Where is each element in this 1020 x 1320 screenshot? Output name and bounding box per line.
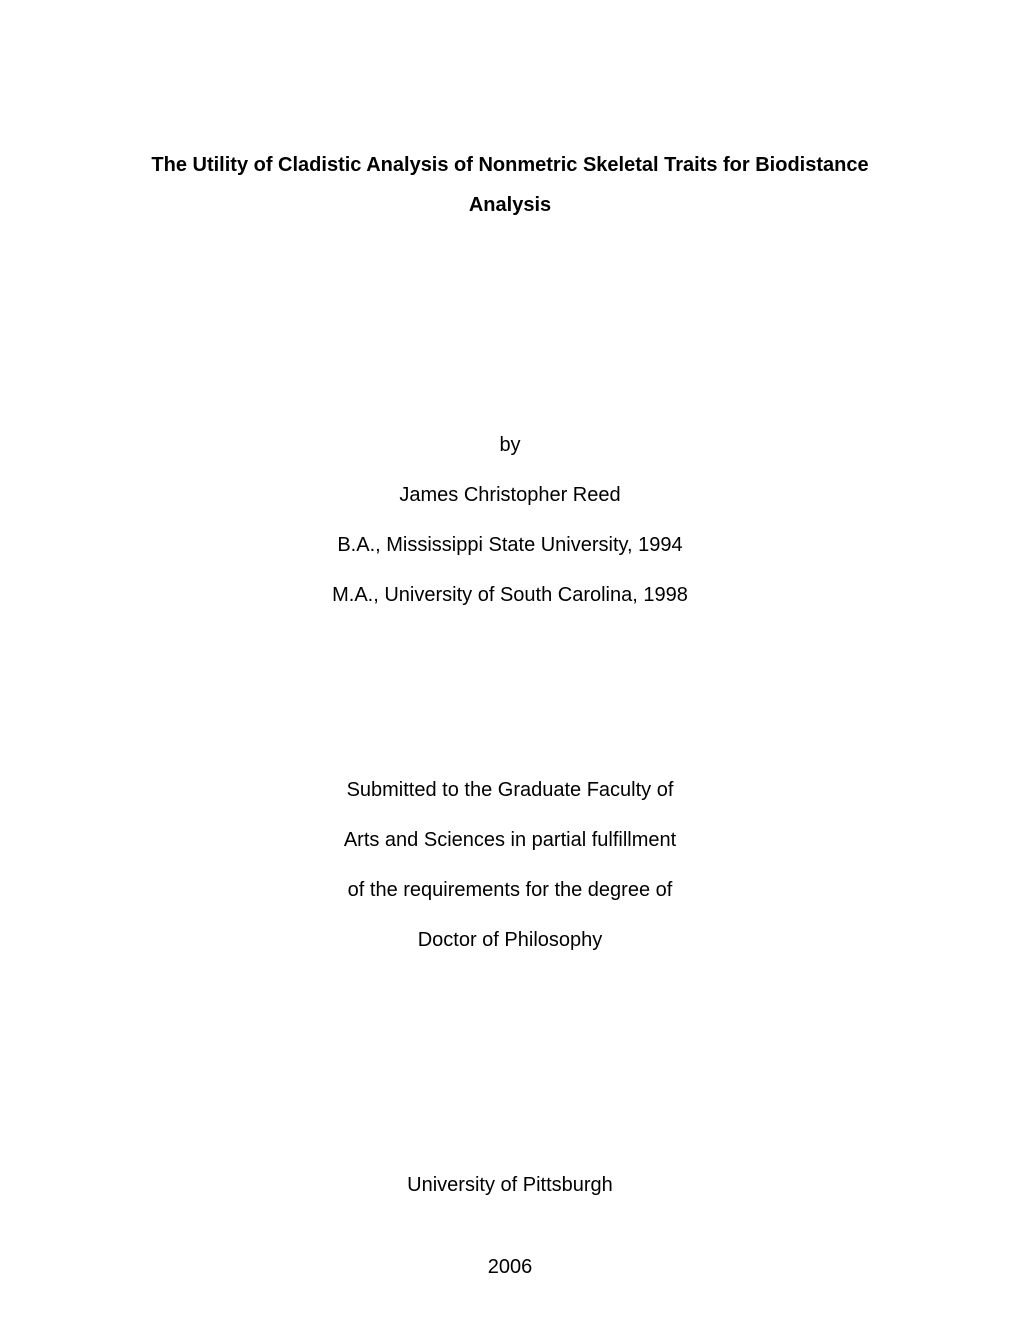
submission-line-4: Doctor of Philosophy	[125, 915, 895, 965]
title-block: The Utility of Cladistic Analysis of Non…	[125, 145, 895, 225]
title-line-1: The Utility of Cladistic Analysis of Non…	[125, 145, 895, 185]
degree-ba: B.A., Mississippi State University, 1994	[125, 520, 895, 570]
submission-line-2: Arts and Sciences in partial fulfillment	[125, 815, 895, 865]
degree-ma: M.A., University of South Carolina, 1998	[125, 570, 895, 620]
title-line-2: Analysis	[125, 185, 895, 225]
year-block: 2006	[125, 1256, 895, 1279]
submission-line-3: of the requirements for the degree of	[125, 865, 895, 915]
submission-block: Submitted to the Graduate Faculty of Art…	[125, 765, 895, 965]
title-page: The Utility of Cladistic Analysis of Non…	[0, 0, 1020, 1320]
author-name: James Christopher Reed	[125, 470, 895, 520]
university-block: University of Pittsburgh	[125, 1160, 895, 1210]
year: 2006	[125, 1256, 895, 1279]
author-block: by James Christopher Reed B.A., Mississi…	[125, 420, 895, 620]
university-name: University of Pittsburgh	[125, 1160, 895, 1210]
by-label: by	[125, 420, 895, 470]
submission-line-1: Submitted to the Graduate Faculty of	[125, 765, 895, 815]
